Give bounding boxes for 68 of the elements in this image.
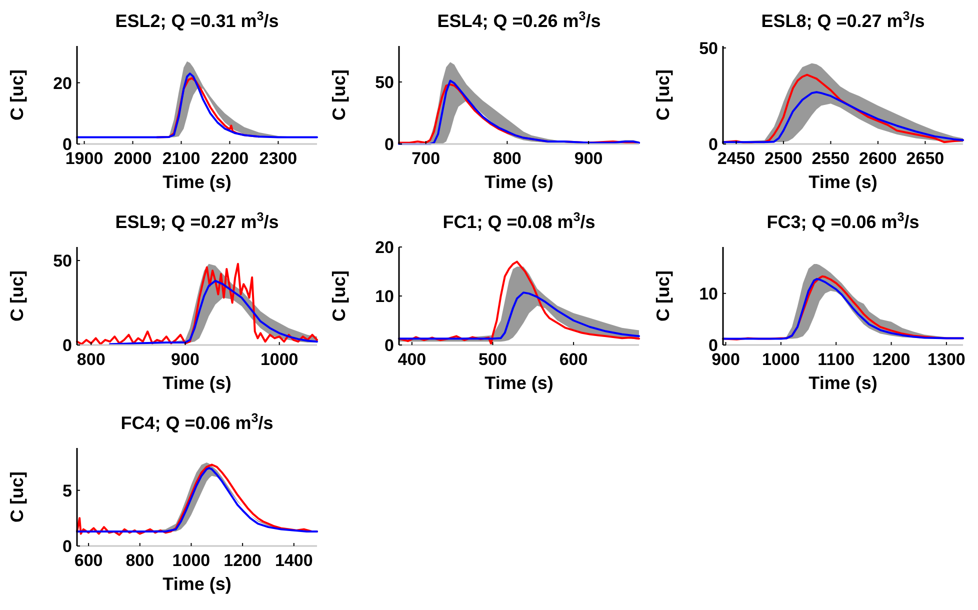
x-tick-label: 1000 (260, 350, 298, 369)
y-axis-title: C [uc] (329, 270, 349, 322)
y-tick-label: 0 (384, 135, 394, 154)
y-axis-title: C [uc] (7, 70, 27, 120)
y-axis-title: C [uc] (653, 270, 673, 322)
x-tick-label: 1900 (65, 149, 104, 168)
y-tick-label: 0 (708, 135, 718, 154)
x-axis-title: Time (s) (808, 373, 878, 393)
x-axis-title: Time (s) (808, 172, 878, 192)
y-tick-label: 0 (62, 537, 72, 556)
line-series (722, 91, 964, 144)
y-tick-label: 50 (53, 252, 72, 271)
x-tick-label: 400 (398, 350, 426, 369)
x-axis-title: Time (s) (484, 172, 554, 192)
line-series (76, 262, 318, 346)
x-tick-label: 900 (712, 350, 740, 369)
y-tick-label: 20 (53, 74, 72, 93)
x-tick-label: 1100 (818, 350, 855, 369)
x-tick-label: 800 (126, 551, 154, 570)
y-axis-title: C [uc] (329, 70, 349, 120)
chart-title: ESL9; Q =0.27 m$^{3}$/s (115, 210, 279, 232)
x-tick-label: 1200 (224, 551, 262, 570)
x-tick-label: 500 (478, 350, 507, 369)
x-tick-label: 1300 (928, 350, 966, 369)
x-tick-label: 600 (74, 551, 103, 570)
line-series (76, 72, 318, 138)
chart-title: ESL2; Q =0.31 m$^{3}$/s (115, 9, 279, 31)
y-tick-label: 10 (375, 287, 394, 306)
x-tick-label: 2300 (259, 149, 298, 168)
x-tick-label: 2100 (162, 149, 200, 168)
x-tick-label: 700 (412, 149, 440, 168)
y-axis-title: C [uc] (653, 70, 673, 120)
x-axis-title: Time (s) (162, 574, 232, 594)
x-tick-label: 2550 (812, 149, 850, 168)
chart-title: FC4; Q =0.06 m$^{3}$/s (120, 411, 274, 433)
chart-title: ESL8; Q =0.27 m$^{3}$/s (761, 9, 925, 31)
y-axis-title: C [uc] (7, 270, 27, 322)
x-tick-label: 2600 (859, 149, 897, 168)
y-tick-label: 10 (699, 284, 718, 304)
x-axis-title: Time (s) (484, 373, 554, 393)
chart-title: ESL4; Q =0.26 m$^{3}$/s (437, 9, 601, 31)
x-tick-label: 1000 (172, 551, 210, 570)
y-tick-label: 50 (375, 72, 394, 92)
x-tick-label: 900 (574, 149, 603, 168)
y-tick-label: 0 (62, 336, 72, 355)
x-axis-title: Time (s) (162, 172, 232, 192)
x-axis-title: Time (s) (162, 373, 232, 393)
line-series (108, 280, 318, 346)
y-tick-label: 5 (62, 481, 72, 500)
x-tick-label: 600 (559, 350, 588, 369)
x-tick-label: 1000 (762, 350, 800, 369)
x-tick-label: 2450 (717, 149, 756, 168)
x-tick-label: 900 (171, 350, 200, 369)
y-tick-label: 50 (699, 38, 718, 58)
x-tick-label: 800 (76, 350, 106, 369)
x-tick-label: 800 (493, 149, 522, 168)
chart-title: FC3; Q =0.06 m$^{3}$/s (766, 210, 920, 232)
chart-title: FC1; Q =0.08 m$^{3}$/s (442, 210, 596, 232)
x-tick-label: 2500 (764, 149, 802, 168)
x-tick-label: 2200 (210, 149, 249, 168)
y-axis-title: C [uc] (7, 472, 27, 522)
x-tick-label: 1200 (872, 350, 910, 369)
x-tick-label: 2650 (906, 149, 944, 168)
line-series (398, 292, 640, 340)
y-tick-label: 20 (375, 238, 394, 257)
y-tick-label: 0 (384, 336, 394, 355)
x-tick-label: 1400 (274, 551, 313, 570)
x-tick-label: 2000 (114, 149, 152, 168)
